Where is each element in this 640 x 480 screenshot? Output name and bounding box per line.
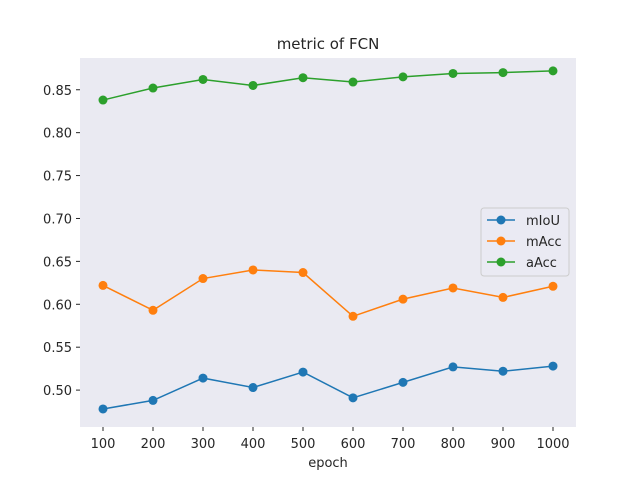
legend-item-mAcc: mAcc bbox=[487, 235, 562, 250]
data-point-mAcc bbox=[98, 280, 108, 290]
legend-label: aAcc bbox=[526, 256, 557, 271]
x-tick-label: 500 bbox=[291, 437, 316, 452]
legend-marker bbox=[496, 236, 506, 246]
data-point-mIoU bbox=[298, 367, 308, 377]
data-point-mIoU bbox=[398, 377, 408, 387]
series-mIoU bbox=[98, 361, 558, 414]
legend: mIoU mAcc aAcc bbox=[480, 207, 570, 277]
y-tick-label: 0.80 bbox=[43, 127, 72, 142]
data-point-aAcc bbox=[98, 95, 108, 105]
y-tick-label: 0.85 bbox=[43, 84, 72, 99]
series-line-mAcc bbox=[102, 269, 554, 318]
data-point-mAcc bbox=[398, 294, 408, 304]
x-tick-label: 400 bbox=[241, 437, 266, 452]
data-point-aAcc bbox=[448, 68, 458, 78]
data-point-mAcc bbox=[548, 281, 558, 291]
series-line-mIoU bbox=[102, 365, 554, 410]
data-point-mAcc bbox=[148, 305, 158, 315]
y-tick-label: 0.55 bbox=[43, 341, 72, 356]
y-axis: 0.50 0.55 0.60 0.65 0.70 0.75 0.80 0.85 bbox=[43, 84, 80, 399]
legend-marker bbox=[496, 257, 506, 267]
data-point-mAcc bbox=[348, 311, 358, 321]
data-point-aAcc bbox=[548, 66, 558, 76]
legend-item-aAcc: aAcc bbox=[487, 256, 557, 271]
x-tick-label: 800 bbox=[441, 437, 466, 452]
y-tick-label: 0.60 bbox=[43, 298, 72, 313]
data-point-aAcc bbox=[398, 72, 408, 82]
series-aAcc bbox=[98, 66, 558, 105]
data-point-aAcc bbox=[248, 80, 258, 90]
data-point-mIoU bbox=[198, 373, 208, 383]
series-mAcc bbox=[98, 265, 558, 321]
legend-label: mAcc bbox=[526, 235, 562, 250]
data-point-mAcc bbox=[198, 274, 208, 284]
x-tick-label: 100 bbox=[91, 437, 116, 452]
data-point-mIoU bbox=[498, 366, 508, 376]
data-point-mIoU bbox=[248, 383, 258, 393]
data-point-aAcc bbox=[148, 83, 158, 93]
data-point-mAcc bbox=[498, 292, 508, 302]
x-tick-label: 700 bbox=[391, 437, 416, 452]
x-tick-label: 300 bbox=[191, 437, 216, 452]
data-point-aAcc bbox=[498, 68, 508, 78]
data-point-aAcc bbox=[198, 74, 208, 84]
data-point-mIoU bbox=[98, 404, 108, 414]
series-line-aAcc bbox=[102, 70, 554, 101]
legend-marker bbox=[496, 215, 506, 225]
x-axis: 100 200 300 400 500 600 700 800 900 1000 bbox=[91, 427, 570, 452]
y-tick-label: 0.50 bbox=[43, 384, 72, 399]
data-point-mIoU bbox=[548, 361, 558, 371]
x-tick-label: 600 bbox=[341, 437, 366, 452]
legend-item-mIoU: mIoU bbox=[487, 214, 560, 229]
x-axis-title: epoch bbox=[308, 456, 348, 471]
legend-label: mIoU bbox=[526, 214, 560, 229]
y-tick-label: 0.70 bbox=[43, 212, 72, 227]
x-tick-label: 900 bbox=[491, 437, 516, 452]
data-point-mAcc bbox=[248, 265, 258, 275]
data-point-mIoU bbox=[448, 362, 458, 372]
data-point-mAcc bbox=[298, 268, 308, 278]
y-tick-label: 0.65 bbox=[43, 255, 72, 270]
data-point-mAcc bbox=[448, 283, 458, 293]
chart-title: metric of FCN bbox=[277, 35, 380, 53]
x-tick-label: 1000 bbox=[536, 437, 569, 452]
series-layer bbox=[98, 66, 558, 414]
y-tick-label: 0.75 bbox=[43, 170, 72, 185]
data-point-aAcc bbox=[348, 77, 358, 87]
data-point-aAcc bbox=[298, 73, 308, 83]
data-point-mIoU bbox=[348, 393, 358, 403]
data-point-mIoU bbox=[148, 395, 158, 405]
x-tick-label: 200 bbox=[141, 437, 166, 452]
